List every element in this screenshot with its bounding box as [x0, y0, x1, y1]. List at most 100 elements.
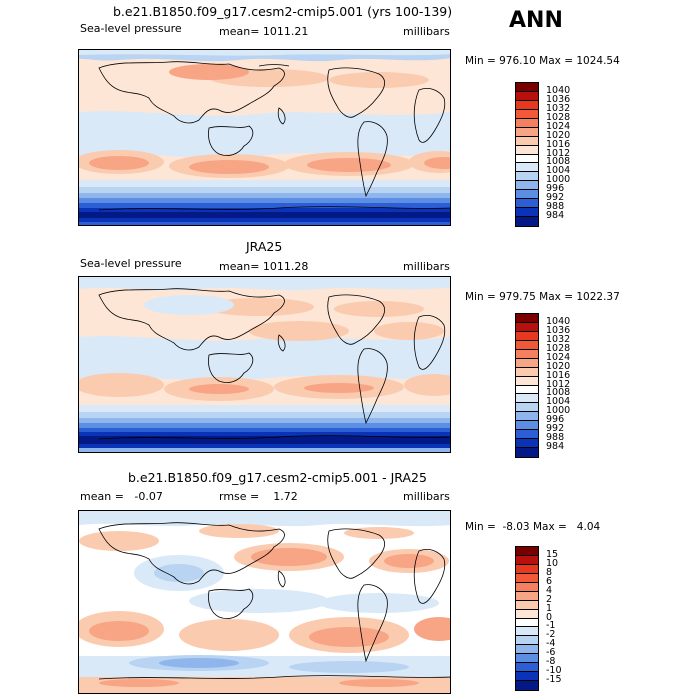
colorbar-swatch: [516, 145, 538, 155]
panel-title: b.e21.B1850.f09_g17.cesm2-cmip5.001 - JR…: [128, 470, 427, 485]
colorbar-tick-label: 992: [546, 192, 565, 204]
colorbar-swatch: [516, 181, 538, 191]
colorbar-swatch: [516, 322, 538, 332]
colorbar-tick-label: 1016: [546, 369, 571, 381]
colorbar-tick-label: -8: [546, 656, 556, 668]
colorbar-swatch: [516, 439, 538, 449]
colorbar-swatch: [516, 109, 538, 119]
colorbar-tick-label: 1020: [546, 129, 571, 141]
colorbar-tick-label: 1036: [546, 324, 571, 336]
colorbar-swatch: [516, 172, 538, 182]
variable-label: Sea-level pressure: [80, 257, 182, 270]
colorbar-swatch: [516, 430, 538, 440]
colorbar-swatch: [516, 564, 538, 574]
panel-obs: JRA25 Sea-level pressure mean= 1011.28 m…: [0, 235, 700, 465]
colorbar-swatch: [516, 582, 538, 592]
colorbar-swatch: [516, 600, 538, 610]
colorbar-tick-label: 1008: [546, 387, 571, 399]
colorbar-tick-label: 6: [546, 575, 553, 587]
colorbar-swatch: [516, 349, 538, 359]
colorbar-swatch: [516, 421, 538, 431]
colorbar-tick-label: 1024: [546, 120, 571, 132]
colorbar-tick-label: 8: [546, 566, 553, 578]
variable-label: Sea-level pressure: [80, 22, 182, 35]
colorbar-swatch: [516, 663, 538, 673]
colorbar-tick-label: -2: [546, 629, 556, 641]
slp-map: [78, 49, 451, 226]
colorbar-swatch: [516, 654, 538, 664]
colorbar-swatch: [516, 448, 538, 457]
colorbar-swatch: [516, 385, 538, 395]
colorbar-swatch: [516, 314, 538, 323]
colorbar-swatch: [516, 331, 538, 341]
colorbar-tick-label: 988: [546, 201, 565, 213]
minmax-label: Min = 976.10 Max = 1024.54: [465, 55, 620, 67]
colorbar-swatch: [516, 627, 538, 637]
colorbar-swatch: [516, 412, 538, 422]
colorbar-swatch: [516, 591, 538, 601]
colorbar-tick-label: 1028: [546, 111, 571, 123]
colorbar-swatch: [516, 618, 538, 628]
colorbar-tick-label: 1000: [546, 405, 571, 417]
mean-label: mean= 1011.21: [219, 25, 309, 38]
colorbar-tick-label: -15: [546, 674, 562, 686]
colorbar-tick-label: -4: [546, 638, 556, 650]
colorbar-tick-label: 1024: [546, 351, 571, 363]
colorbar: [515, 313, 539, 458]
colorbar-tick-label: 1004: [546, 396, 571, 408]
colorbar-swatch: [516, 154, 538, 164]
colorbar-tick-label: 1000: [546, 174, 571, 186]
colorbar-swatch: [516, 136, 538, 146]
colorbar-tick-label: 4: [546, 584, 553, 596]
minmax-label: Min = 979.75 Max = 1022.37: [465, 291, 620, 303]
colorbar-swatch: [516, 573, 538, 583]
colorbar-tick-label: 0: [546, 611, 553, 623]
units-label: millibars: [403, 490, 450, 503]
colorbar: [515, 82, 539, 227]
units-label: millibars: [403, 260, 450, 273]
colorbar-swatch: [516, 208, 538, 218]
season-label: ANN: [509, 8, 563, 33]
colorbar-tick-label: 1028: [546, 342, 571, 354]
colorbar-tick-label: 15: [546, 548, 559, 560]
colorbar-swatch: [516, 547, 538, 556]
colorbar-tick-label: 988: [546, 432, 565, 444]
colorbar-tick-label: 996: [546, 414, 565, 426]
colorbar-tick-label: 10: [546, 557, 559, 569]
panel-diff: b.e21.B1850.f09_g17.cesm2-cmip5.001 - JR…: [0, 465, 700, 700]
colorbar-swatch: [516, 199, 538, 209]
colorbar-swatch: [516, 340, 538, 350]
colorbar-tick-label: 1036: [546, 93, 571, 105]
colorbar-tick-label: -1: [546, 620, 556, 632]
colorbar-swatch: [516, 83, 538, 92]
colorbar: [515, 546, 539, 691]
mean-label: mean = -0.07: [80, 490, 163, 503]
diff-map: [78, 510, 451, 694]
colorbar-swatch: [516, 555, 538, 565]
colorbar-swatch: [516, 376, 538, 386]
colorbar-swatch: [516, 403, 538, 413]
colorbar-tick-label: 2: [546, 593, 553, 605]
colorbar-tick-label: 996: [546, 183, 565, 195]
colorbar-tick-label: 1012: [546, 378, 571, 390]
units-label: millibars: [403, 25, 450, 38]
mean-label: mean= 1011.28: [219, 260, 309, 273]
colorbar-swatch: [516, 367, 538, 377]
colorbar-swatch: [516, 636, 538, 646]
colorbar-swatch: [516, 681, 538, 690]
colorbar-tick-label: 1032: [546, 102, 571, 114]
colorbar-swatch: [516, 645, 538, 655]
colorbar-swatch: [516, 163, 538, 173]
colorbar-tick-label: 984: [546, 210, 565, 222]
colorbar-tick-label: 1004: [546, 165, 571, 177]
colorbar-swatch: [516, 91, 538, 101]
colorbar-tick-label: 992: [546, 423, 565, 435]
colorbar-tick-label: 1012: [546, 147, 571, 159]
colorbar-swatch: [516, 190, 538, 200]
colorbar-tick-label: 1020: [546, 360, 571, 372]
colorbar-tick-label: 1: [546, 602, 553, 614]
minmax-label: Min = -8.03 Max = 4.04: [465, 521, 601, 533]
colorbar-tick-label: 1008: [546, 156, 571, 168]
colorbar-tick-label: 1032: [546, 333, 571, 345]
colorbar-swatch: [516, 609, 538, 619]
